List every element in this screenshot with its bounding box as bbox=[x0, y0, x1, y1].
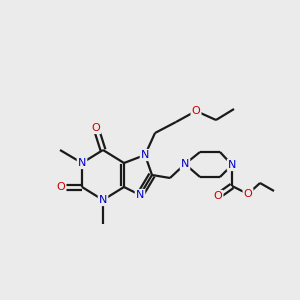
Text: O: O bbox=[92, 123, 100, 133]
Text: N: N bbox=[141, 150, 149, 160]
Text: O: O bbox=[57, 182, 65, 192]
Text: N: N bbox=[181, 159, 189, 169]
Text: O: O bbox=[214, 191, 222, 201]
Text: O: O bbox=[244, 189, 252, 199]
Text: N: N bbox=[78, 158, 86, 168]
Text: N: N bbox=[228, 160, 236, 170]
Text: O: O bbox=[192, 106, 200, 116]
Text: N: N bbox=[99, 195, 107, 205]
Text: N: N bbox=[136, 190, 144, 200]
